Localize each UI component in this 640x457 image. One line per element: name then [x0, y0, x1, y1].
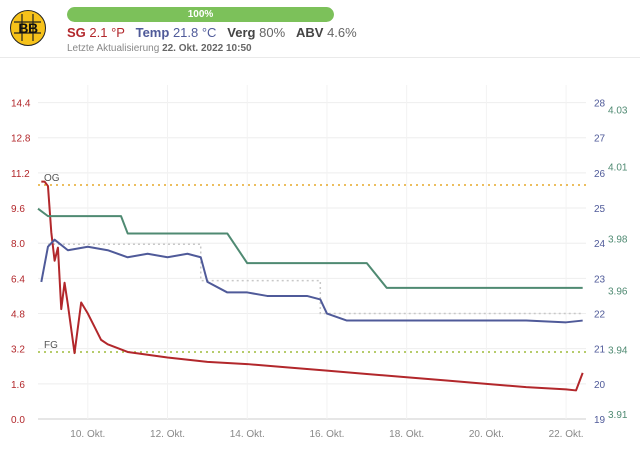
y-left-tick-label: 0.0: [11, 415, 25, 426]
series-line-temp: [40, 238, 583, 324]
y-left-tick-label: 6.4: [11, 274, 25, 285]
y-right-gravity-tick-label: 3.96: [608, 286, 628, 297]
y-right-temp-tick-label: 21: [594, 345, 606, 356]
attenuation-value: 80%: [259, 25, 286, 40]
stats-row: SG 2.1 °P Temp 21.8 °C Verg 80% ABV 4.6%: [67, 25, 357, 40]
y-left-tick-label: 4.8: [11, 310, 25, 321]
y-right-temp-tick-label: 27: [594, 134, 606, 145]
attenuation-label: Verg: [227, 25, 256, 40]
x-tick-label: 22. Okt.: [549, 429, 584, 440]
y-right-gravity-tick-label: 4.01: [608, 163, 628, 174]
y-left-tick-label: 9.6: [11, 204, 25, 215]
sg-value: 2.1 °P: [89, 25, 125, 40]
x-tick-label: 18. Okt.: [389, 429, 424, 440]
reference-line-label: OG: [44, 173, 60, 184]
y-left-tick-label: 11.2: [11, 169, 30, 180]
y-right-gravity-tick-label: 3.94: [608, 346, 628, 357]
progress-fill: [67, 7, 334, 22]
y-left-tick-label: 1.6: [11, 380, 25, 391]
y-right-temp-tick-label: 22: [594, 310, 606, 321]
y-right-temp-tick-label: 28: [594, 99, 606, 110]
x-tick-label: 20. Okt.: [469, 429, 504, 440]
temp-value: 21.8 °C: [172, 25, 217, 40]
y-right-gravity-tick-label: 4.03: [608, 106, 628, 117]
temp-label: Temp: [135, 25, 170, 40]
y-right-temp-tick-label: 19: [594, 415, 606, 426]
last-update-value: 22. Okt. 2022 10:50: [162, 43, 252, 54]
y-right-temp-tick-label: 24: [594, 239, 606, 250]
header-divider: [0, 57, 640, 58]
logo-text: BB: [18, 20, 38, 36]
x-tick-label: 14. Okt.: [230, 429, 265, 440]
fermentation-progress-bar: 100%: [67, 7, 334, 22]
last-update-label: Letzte Aktualisierung: [67, 43, 160, 54]
reference-line-label: FG: [44, 340, 58, 351]
y-right-temp-tick-label: 25: [594, 204, 606, 215]
sg-label: SG: [67, 25, 86, 40]
logo-grid: [14, 14, 41, 41]
last-update: Letzte Aktualisierung 22. Okt. 2022 10:5…: [67, 43, 252, 54]
y-right-temp-tick-label: 26: [594, 169, 606, 180]
progress-label: 100%: [187, 9, 214, 20]
y-right-temp-tick-label: 23: [594, 274, 606, 285]
step-guide-line: [47, 243, 583, 315]
series-line-sg: [41, 180, 584, 392]
y-left-tick-label: 8.0: [11, 239, 25, 250]
abv-value: 4.6%: [327, 25, 357, 40]
y-left-tick-label: 3.2: [11, 345, 25, 356]
x-tick-label: 16. Okt.: [309, 429, 344, 440]
series-line-gravity: [37, 207, 583, 289]
x-tick-label: 12. Okt.: [150, 429, 185, 440]
y-right-temp-tick-label: 20: [594, 380, 606, 391]
y-left-tick-label: 14.4: [11, 99, 31, 110]
y-right-gravity-tick-label: 3.98: [608, 234, 628, 245]
x-tick-label: 10. Okt.: [70, 429, 105, 440]
abv-label: ABV: [295, 25, 324, 40]
app-logo: BB: [10, 10, 46, 46]
y-right-gravity-tick-label: 3.91: [608, 410, 628, 421]
y-left-tick-label: 12.8: [11, 134, 31, 145]
